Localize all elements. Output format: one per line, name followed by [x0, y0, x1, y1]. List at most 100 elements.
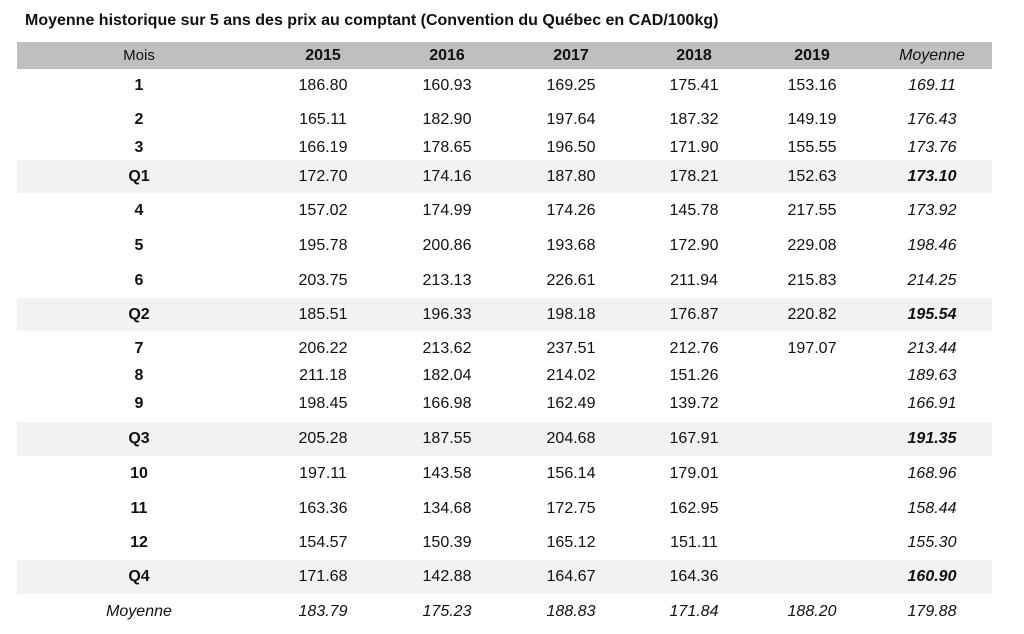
value-cell: 197.64	[546, 110, 596, 128]
value-cell	[752, 560, 872, 594]
value-cell: 169.25	[546, 77, 596, 94]
row-label: 1	[134, 77, 144, 94]
value-cell: 145.78	[669, 202, 719, 219]
value-cell: 195.78	[298, 237, 348, 254]
value-cell: 178.21	[669, 167, 719, 185]
row-label: Q4	[128, 568, 150, 585]
value-cell	[752, 456, 872, 492]
column-header: 2018	[676, 46, 712, 64]
value-cell	[752, 525, 872, 560]
table-row: 9 198.45 166.98 162.49 139.72 166.91	[17, 385, 992, 422]
row-label: Q2	[128, 305, 150, 323]
average-cell: 176.43	[907, 110, 957, 128]
value-cell: 203.75	[298, 271, 348, 289]
row-label: Q1	[128, 167, 150, 185]
value-cell: 197.07	[787, 340, 837, 357]
value-cell: 176.87	[669, 305, 719, 323]
value-cell: 226.61	[546, 271, 596, 289]
value-cell: 204.68	[546, 430, 596, 447]
value-cell: 200.86	[422, 237, 472, 254]
column-header: 2015	[305, 46, 341, 64]
column-header: Moyenne	[899, 46, 965, 64]
row-label: 12	[130, 533, 148, 551]
column-header: 2016	[429, 46, 465, 64]
average-cell: 173.92	[907, 202, 957, 219]
table-row: 10 197.11 143.58 156.14 179.01 168.96	[17, 456, 992, 492]
value-cell: 160.93	[422, 77, 472, 94]
average-cell: 198.46	[907, 237, 957, 254]
column-header: 2019	[794, 46, 830, 64]
value-cell: 174.99	[422, 202, 472, 219]
value-cell: 205.28	[298, 430, 348, 447]
row-label: Moyenne	[106, 603, 172, 620]
value-cell: 182.04	[422, 367, 472, 384]
table-row: 1 186.80 160.93 169.25 175.41 153.16 169.11	[17, 69, 992, 103]
row-label: 6	[134, 271, 144, 289]
average-cell: 155.30	[907, 533, 957, 551]
value-cell: 214.02	[546, 367, 596, 384]
average-cell: 195.54	[907, 305, 957, 323]
row-label: 9	[134, 394, 144, 412]
value-cell: 213.13	[422, 271, 472, 289]
average-cell: 214.25	[907, 271, 957, 289]
table-row: 2 165.11 182.90 197.64 187.32 149.19 176.43	[17, 103, 992, 136]
value-cell: 237.51	[546, 340, 596, 357]
row-label: 7	[134, 340, 144, 357]
value-cell: 206.22	[298, 340, 348, 357]
value-cell: 187.32	[669, 110, 719, 128]
value-cell: 149.19	[787, 110, 837, 128]
value-cell: 171.68	[298, 568, 348, 585]
average-cell: 158.44	[907, 499, 957, 517]
quarter-row: Q4 171.68 142.88 164.67 164.36 160.90	[17, 560, 992, 594]
value-cell: 157.02	[298, 202, 348, 219]
value-cell: 193.68	[546, 237, 596, 254]
value-cell	[752, 367, 872, 385]
average-cell: 160.90	[907, 568, 957, 585]
column-header: 2017	[553, 46, 589, 64]
value-cell: 134.68	[422, 499, 472, 517]
value-cell: 212.76	[669, 340, 719, 357]
row-label: 5	[134, 237, 144, 254]
value-cell: 156.14	[546, 465, 596, 482]
average-row: Moyenne 183.79 175.23 188.83 171.84 188.20 179…	[17, 594, 992, 630]
value-cell: 171.84	[669, 603, 719, 620]
value-cell	[752, 492, 872, 525]
value-cell: 197.11	[299, 465, 347, 482]
table-row: 3 166.19 178.65 196.50 171.90 155.55 173.76	[17, 136, 992, 160]
row-label: 8	[134, 367, 144, 384]
average-cell: 173.76	[907, 139, 957, 156]
average-cell: 179.88	[907, 603, 957, 620]
value-cell: 172.90	[669, 237, 719, 254]
row-label: 2	[134, 110, 144, 128]
row-label: 3	[134, 139, 144, 156]
value-cell: 165.11	[299, 110, 347, 128]
value-cell: 174.26	[546, 202, 596, 219]
value-cell: 185.51	[298, 305, 348, 323]
value-cell: 178.65	[422, 139, 472, 156]
row-label: 11	[130, 499, 148, 517]
table-header: Mois 2015 2016 2017 2018 2019 Moyenne	[17, 42, 992, 69]
value-cell: 162.95	[669, 499, 719, 517]
table-title: Moyenne historique sur 5 ans des prix au…	[25, 12, 719, 29]
value-cell: 166.98	[422, 394, 472, 412]
value-cell: 171.90	[669, 139, 719, 156]
value-cell: 164.67	[546, 568, 596, 585]
value-cell: 139.72	[669, 394, 719, 412]
value-cell: 151.26	[669, 367, 719, 384]
value-cell: 187.55	[422, 430, 472, 447]
value-cell: 172.70	[298, 167, 348, 185]
value-cell: 166.19	[298, 139, 348, 156]
average-cell: 189.63	[907, 367, 957, 384]
average-cell: 168.96	[907, 465, 957, 482]
value-cell: 143.58	[422, 465, 472, 482]
value-cell: 183.79	[298, 603, 348, 620]
average-cell: 173.10	[907, 167, 957, 185]
quarter-row: Q2 185.51 196.33 198.18 176.87 220.82 195.54	[17, 298, 992, 331]
value-cell: 164.36	[669, 568, 719, 585]
value-cell: 182.90	[422, 110, 472, 128]
average-cell: 213.44	[907, 340, 957, 357]
table-row: 5 195.78 200.86 193.68 172.90 229.08 198.46	[17, 229, 992, 263]
value-cell: 174.16	[422, 167, 472, 185]
table-row: 11 163.36 134.68 172.75 162.95 158.44	[17, 492, 992, 525]
quarter-row: Q3 205.28 187.55 204.68 167.91 191.35	[17, 422, 992, 456]
